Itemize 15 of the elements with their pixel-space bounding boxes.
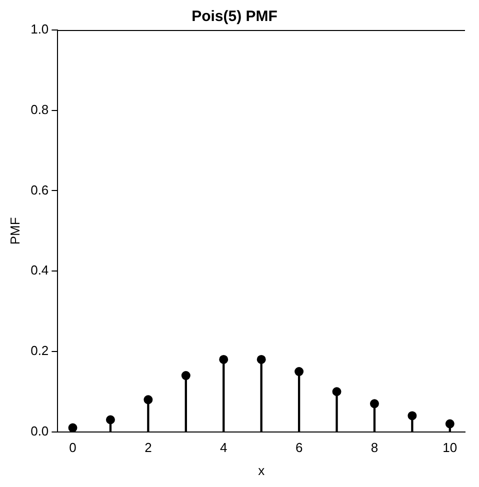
y-tick-label: 0.2 [30, 343, 49, 358]
x-tick-label: 6 [295, 440, 303, 456]
x-tick-label: 10 [442, 440, 458, 456]
y-tick-label: 0.6 [30, 182, 49, 198]
chart-title: Pois(5) PMF [192, 8, 278, 26]
x-tick-label: 2 [144, 440, 152, 456]
y-tick-label: 0.8 [30, 102, 49, 117]
y-tick-label: 0.4 [30, 262, 49, 278]
y-tick-label: 1.0 [30, 22, 49, 37]
y-axis-title: PMF [7, 217, 22, 245]
x-axis-title: x [258, 462, 266, 478]
x-tick-label: 0 [69, 440, 76, 456]
x-tick-label: 8 [370, 440, 378, 456]
y-tick-label: 0.0 [30, 423, 49, 438]
x-tick-label: 4 [220, 440, 228, 456]
